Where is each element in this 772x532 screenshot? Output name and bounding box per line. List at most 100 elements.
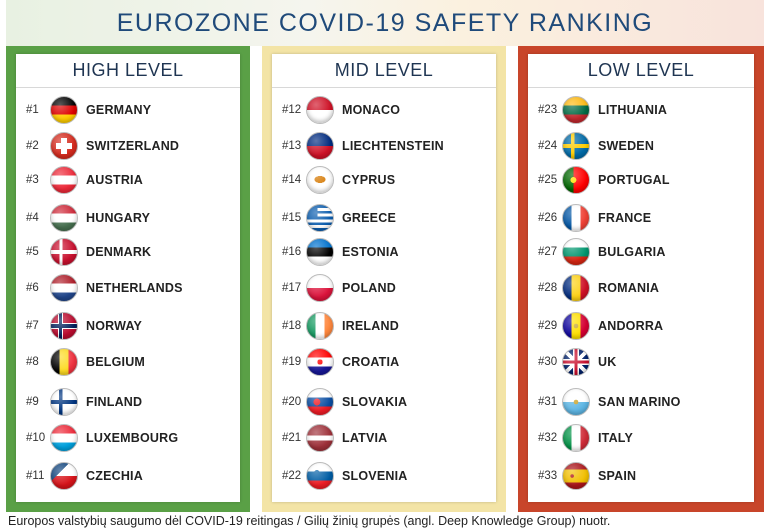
rank-number: #22 (282, 470, 302, 482)
bulgaria-flag-icon (562, 238, 590, 266)
rank-number: #24 (538, 140, 558, 152)
rank-number: #4 (26, 212, 39, 224)
country-name: ITALY (598, 431, 634, 445)
country-name: CROATIA (342, 355, 400, 369)
rank-number: #27 (538, 246, 558, 258)
monaco-flag-icon (306, 96, 334, 124)
country-name: SLOVENIA (342, 469, 408, 483)
rank-number: #13 (282, 140, 302, 152)
country-name: ESTONIA (342, 245, 399, 259)
ranking-row-bulgaria: #27 BULGARIA (528, 234, 754, 270)
rank-number: #21 (282, 432, 302, 444)
country-name: NORWAY (86, 319, 143, 333)
country-name: FINLAND (86, 395, 143, 409)
rank-number: #28 (538, 282, 558, 294)
country-name: FRANCE (598, 211, 652, 225)
ranking-row-andorra: #29 ANDORRA (528, 308, 754, 344)
country-name: SAN MARINO (598, 395, 681, 409)
country-name: SWEDEN (598, 139, 655, 153)
greece-flag-icon (306, 204, 334, 232)
panel-mid-level: MID LEVEL #12 MONACO #13 LIECHTENSTEIN #14 CY… (272, 54, 496, 502)
ranking-row-monaco: #12 MONACO (272, 92, 496, 128)
country-name: GREECE (342, 211, 396, 225)
page-title: EUROZONE COVID-19 SAFETY RANKING (116, 8, 654, 37)
poland-flag-icon (306, 274, 334, 302)
image-caption: Europos valstybių saugumo dėl COVID-19 r… (8, 514, 611, 528)
ireland-flag-icon (306, 312, 334, 340)
ranking-row-czechia: #11 CZECHIA (16, 458, 240, 494)
latvia-flag-icon (306, 424, 334, 452)
rank-number: #25 (538, 174, 558, 186)
rank-number: #19 (282, 356, 302, 368)
rank-number: #7 (26, 320, 39, 332)
ranking-row-denmark: #5 DENMARK (16, 234, 240, 270)
ranking-row-uk: #30 UK (528, 344, 754, 380)
ranking-row-switzerland: #2 SWITZERLAND (16, 128, 240, 164)
country-name: CZECHIA (86, 469, 143, 483)
croatia-flag-icon (306, 348, 334, 376)
ranking-list-mid: #12 MONACO #13 LIECHTENSTEIN #14 CYPRUS #15 GRE… (272, 88, 496, 502)
france-flag-icon (562, 204, 590, 232)
sweden-flag-icon (562, 132, 590, 160)
switzerland-flag-icon (50, 132, 78, 160)
ranking-row-italy: #32 ITALY (528, 420, 754, 456)
country-name: LUXEMBOURG (86, 431, 179, 445)
ranking-row-san-marino: #31 SAN MARINO (528, 384, 754, 420)
denmark-flag-icon (50, 238, 78, 266)
norway-flag-icon (50, 312, 78, 340)
rank-number: #10 (26, 432, 46, 444)
rank-number: #5 (26, 246, 39, 258)
belgium-flag-icon (50, 348, 78, 376)
netherlands-flag-icon (50, 274, 78, 302)
rank-number: #18 (282, 320, 302, 332)
country-name: DENMARK (86, 245, 152, 259)
uk-flag-icon (562, 348, 590, 376)
country-name: ROMANIA (598, 281, 660, 295)
rank-number: #1 (26, 104, 39, 116)
ranking-list-low: #23 LITHUANIA #24 SWEDEN #25 PORTUGAL #26 FRANC… (528, 88, 754, 502)
ranking-row-portugal: #25 PORTUGAL (528, 162, 754, 198)
slovenia-flag-icon (306, 462, 334, 490)
rank-number: #17 (282, 282, 302, 294)
ranking-row-lithuania: #23 LITHUANIA (528, 92, 754, 128)
panel-title-mid: MID LEVEL (334, 60, 434, 80)
ranking-row-slovakia: #20 SLOVAKIA (272, 384, 496, 420)
ranking-row-france: #26 FRANCE (528, 200, 754, 236)
luxembourg-flag-icon (50, 424, 78, 452)
country-name: BELGIUM (86, 355, 146, 369)
ranking-row-cyprus: #14 CYPRUS (272, 162, 496, 198)
ranking-row-austria: #3 AUSTRIA (16, 162, 240, 198)
ranking-row-belgium: #8 BELGIUM (16, 344, 240, 380)
czechia-flag-icon (50, 462, 78, 490)
andorra-flag-icon (562, 312, 590, 340)
ranking-row-poland: #17 POLAND (272, 270, 496, 306)
slovakia-flag-icon (306, 388, 334, 416)
country-name: ANDORRA (598, 319, 664, 333)
ranking-list-high: #1 GERMANY #2 SWITZERLAND #3 AUSTRIA #4 HUNGARY… (16, 88, 240, 502)
rank-number: #30 (538, 356, 558, 368)
panel-title-low: LOW LEVEL (587, 60, 695, 80)
rank-number: #3 (26, 174, 39, 186)
column-low-level: LOW LEVEL #23 LITHUANIA #24 SWEDEN #25 PORTUG… (518, 46, 764, 512)
country-name: LITHUANIA (598, 103, 668, 117)
rank-number: #26 (538, 212, 558, 224)
rank-number: #8 (26, 356, 39, 368)
panel-header: HIGH LEVEL (16, 54, 240, 88)
rank-number: #2 (26, 140, 39, 152)
country-name: LATVIA (342, 431, 388, 445)
rank-number: #20 (282, 396, 302, 408)
panel-low-level: LOW LEVEL #23 LITHUANIA #24 SWEDEN #25 PORTUG… (528, 54, 754, 502)
ranking-row-latvia: #21 LATVIA (272, 420, 496, 456)
ranking-banner: EUROZONE COVID-19 SAFETY RANKING (6, 0, 764, 46)
ranking-row-estonia: #16 ESTONIA (272, 234, 496, 270)
rank-number: #6 (26, 282, 39, 294)
estonia-flag-icon (306, 238, 334, 266)
cyprus-flag-icon (306, 166, 334, 194)
country-name: SPAIN (598, 469, 637, 483)
ranking-row-greece: #15 GREECE (272, 200, 496, 236)
country-name: LIECHTENSTEIN (342, 139, 444, 153)
ranking-row-germany: #1 GERMANY (16, 92, 240, 128)
column-high-level: HIGH LEVEL #1 GERMANY #2 SWITZERLAND #3 AUSTR… (6, 46, 250, 512)
ranking-row-luxembourg: #10 LUXEMBOURG (16, 420, 240, 456)
panel-header: MID LEVEL (272, 54, 496, 88)
